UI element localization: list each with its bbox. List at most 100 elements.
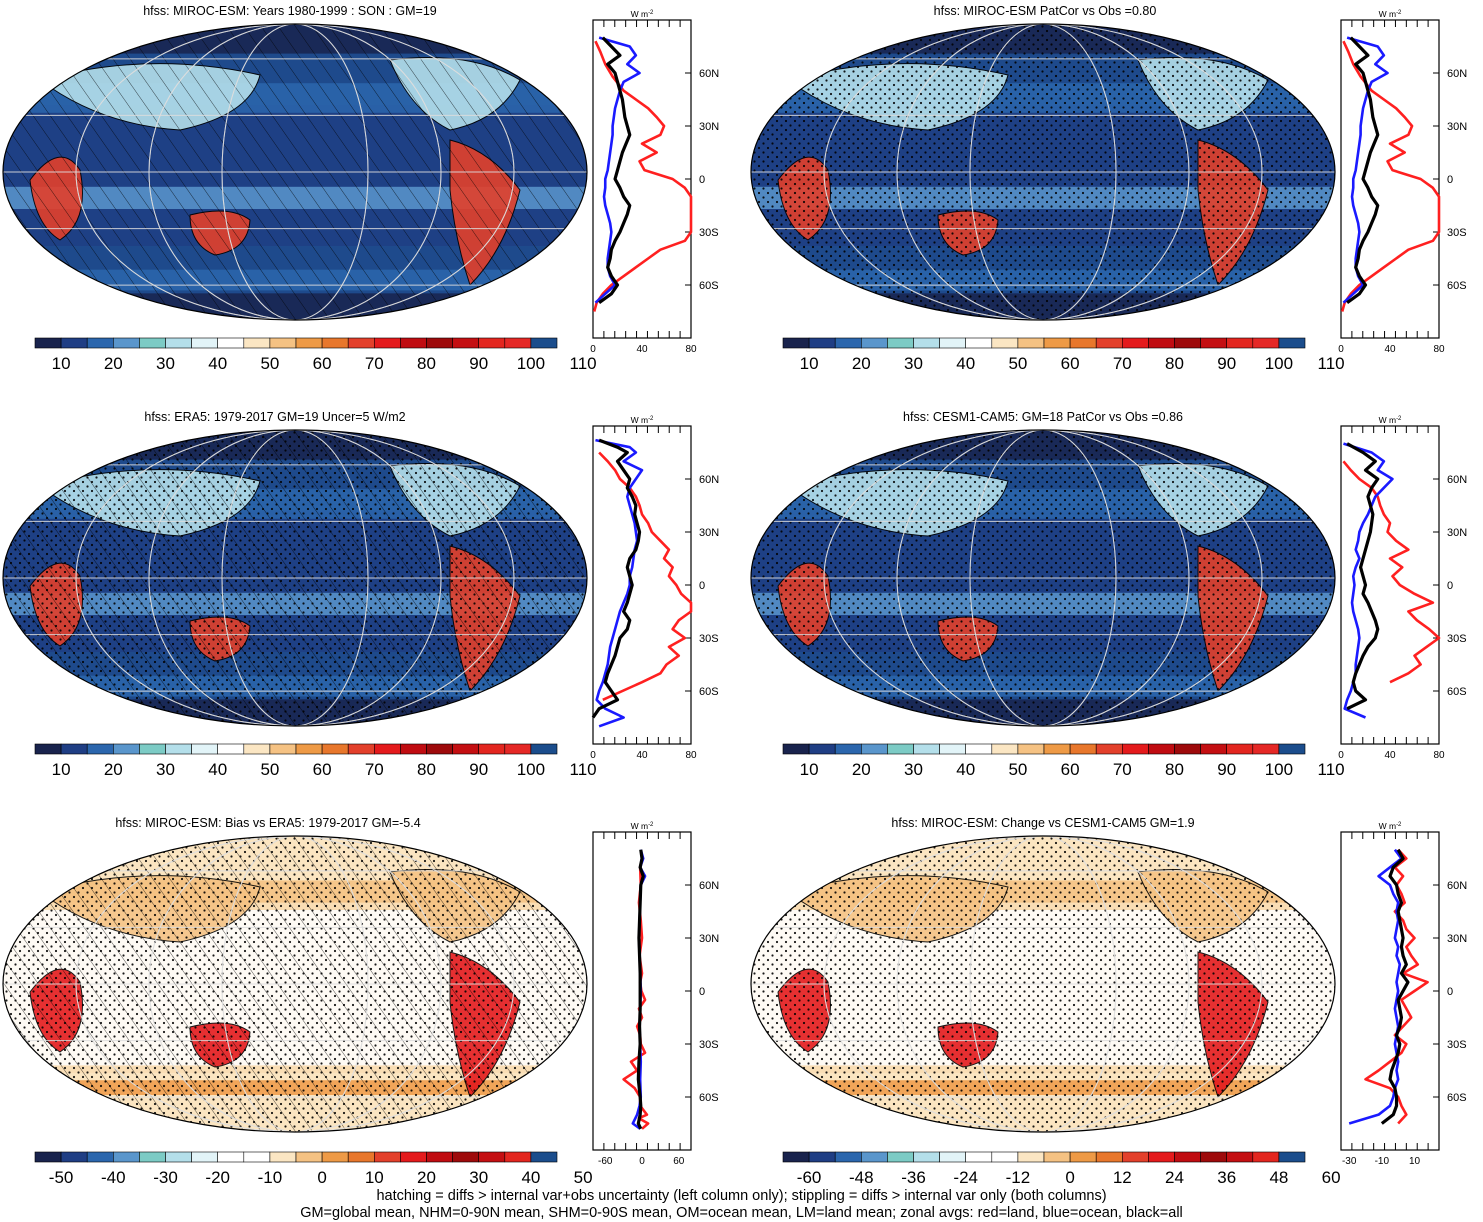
longitude-line [896, 836, 1190, 1132]
unit-label: W m-2 [1379, 9, 1402, 19]
colorbar-swatch [165, 743, 192, 755]
colorbar-tick-label: 40 [956, 354, 975, 373]
longitude-line [221, 24, 369, 320]
colorbar-tick-label: 10 [52, 760, 71, 779]
colorbar-tick-label: 80 [417, 354, 436, 373]
y-tick-label: 30S [1447, 633, 1467, 645]
colorbar-swatch [373, 337, 401, 349]
y-tick-label: 60N [1447, 880, 1467, 892]
map-outline [2, 835, 588, 1133]
colorbar-swatch [1252, 743, 1280, 755]
longitude-line [221, 430, 369, 726]
colorbar-tick-label: -20 [205, 1168, 230, 1187]
colorbar-swatch [965, 743, 993, 755]
unit-label: W m-2 [631, 9, 654, 19]
colorbar-tick-label: 100 [1265, 354, 1293, 373]
colorbar-swatch [808, 1151, 836, 1163]
y-tick-label: 30S [1447, 227, 1467, 239]
colorbar-swatch [861, 743, 888, 755]
colorbar-swatch [504, 337, 532, 349]
x-tick-label: -30 [1342, 1156, 1357, 1167]
colorbar-tick-label: -40 [101, 1168, 126, 1187]
colorbar-swatch [1017, 1151, 1045, 1163]
colorbar-swatch [60, 743, 88, 755]
zonal-line-black [1346, 36, 1380, 304]
colorbar-swatch [400, 743, 427, 755]
x-tick-label: 40 [636, 750, 648, 761]
colorbar-swatch [243, 743, 271, 755]
y-tick-label: 30N [699, 121, 719, 133]
colorbar-swatch [1252, 1151, 1280, 1163]
y-tick-label: 0 [1447, 580, 1453, 592]
y-tick-label: 0 [699, 986, 705, 998]
colorbar-swatch [34, 337, 62, 349]
x-tick-label: 10 [1409, 1156, 1421, 1167]
y-tick-label: 60N [1447, 68, 1467, 80]
colorbar-tick-label: 10 [800, 354, 819, 373]
colorbar-swatch [1017, 337, 1045, 349]
colorbar-swatch [1200, 337, 1228, 349]
colorbar-swatch [373, 1151, 401, 1163]
colorbar-tick-label: 24 [1165, 1168, 1184, 1187]
colorbar-swatch [1148, 1151, 1175, 1163]
y-tick-label: 60S [1447, 280, 1467, 292]
panel-title-p6: hfss: MIROC-ESM: Change vs CESM1-CAM5 GM… [891, 816, 1195, 830]
zonal-plot-p5: W m-2 60N 30N 0 30S 60S -60 0 60 [592, 821, 719, 1167]
colorbar-swatch [1121, 337, 1149, 349]
colorbar-p3: 10 20 30 40 50 60 70 80 90 100 110 [34, 743, 597, 779]
unit-label: W m-2 [1379, 415, 1402, 425]
zonal-plot-p4: W m-2 60N 30N 0 30S 60S 0 40 80 [1338, 415, 1467, 761]
unit-label: W m-2 [631, 415, 654, 425]
colorbar-swatch [165, 337, 192, 349]
colorbar-tick-label: 40 [521, 1168, 540, 1187]
colorbar-swatch [452, 743, 480, 755]
colorbar-swatch [1226, 1151, 1254, 1163]
colorbar-swatch [1252, 337, 1280, 349]
colorbar-tick-label: 70 [365, 354, 384, 373]
colorbar-tick-label: 20 [852, 760, 871, 779]
colorbar-swatch [887, 337, 914, 349]
colorbar-tick-label: 50 [260, 354, 279, 373]
colorbar-tick-label: -10 [258, 1168, 283, 1187]
x-tick-label: -60 [598, 1156, 613, 1167]
zonal-line-red [1364, 848, 1429, 1125]
colorbar-swatch [139, 1151, 166, 1163]
colorbar-swatch [939, 1151, 967, 1163]
colorbar-swatch [295, 743, 323, 755]
zonal-line-black [636, 849, 645, 1130]
colorbar-swatch [139, 743, 166, 755]
colorbar-tick-label: 20 [104, 354, 123, 373]
zonal-plot-p2: W m-2 60N 30N 0 30S 60S 0 40 80 [1338, 9, 1467, 355]
colorbar-swatch [1174, 743, 1201, 755]
colorbar-swatch [1174, 1151, 1201, 1163]
colorbar-tick-label: 40 [208, 354, 227, 373]
x-tick-label: 0 [1338, 750, 1344, 761]
colorbar-p2: 10 20 30 40 50 60 70 80 90 100 110 [782, 337, 1345, 373]
y-tick-label: 30N [1447, 933, 1467, 945]
colorbar-swatch [478, 1151, 506, 1163]
colorbar-swatch [191, 1151, 219, 1163]
colorbar-swatch [347, 1151, 375, 1163]
colorbar-tick-label: -24 [953, 1168, 978, 1187]
colorbar-tick-label: 60 [1322, 1168, 1341, 1187]
colorbar-tick-label: 50 [260, 760, 279, 779]
zonal-line-red [1340, 40, 1441, 312]
longitude-line [75, 24, 515, 320]
x-tick-label: -10 [1375, 1156, 1390, 1167]
colorbar-swatch [321, 337, 349, 349]
colorbar-swatch [478, 743, 506, 755]
colorbar-tick-label: -30 [153, 1168, 178, 1187]
colorbar-swatch [400, 1151, 427, 1163]
map-outline [750, 835, 1336, 1133]
colorbar-swatch [808, 337, 836, 349]
longitude-line [969, 430, 1117, 726]
map-outline [2, 23, 588, 321]
colorbar-swatch [426, 743, 453, 755]
colorbar-swatch [861, 1151, 888, 1163]
colorbar-tick-label: 70 [365, 760, 384, 779]
zonal-line-red [1342, 460, 1441, 684]
colorbar-tick-label: 10 [365, 1168, 384, 1187]
colorbar-swatch [504, 1151, 532, 1163]
colorbar-tick-label: 0 [1065, 1168, 1074, 1187]
colorbar-swatch [243, 337, 271, 349]
